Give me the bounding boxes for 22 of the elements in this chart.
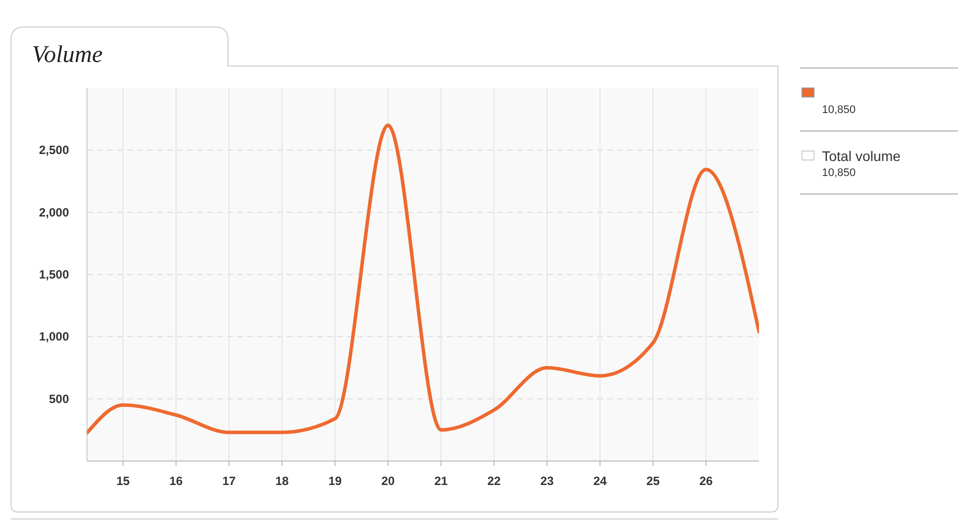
x-tick-label: 24 [593, 474, 608, 488]
y-tick-label: 1,000 [38, 330, 70, 344]
x-tick-label: 22 [487, 474, 502, 488]
chart-title: Volume [32, 42, 103, 68]
x-tick-label: 21 [434, 474, 448, 488]
line-series [87, 124, 759, 435]
x-tick-label: 15 [116, 474, 130, 488]
text: Total volume [822, 148, 901, 164]
y-tick-label: 2,000 [38, 205, 70, 220]
x-tick-label: 20 [381, 474, 396, 488]
x-tick-label: 17 [222, 474, 236, 488]
y-tick-label: 500 [48, 392, 70, 406]
x-tick-label: 16 [169, 474, 184, 488]
y-tick-label: 2,500 [38, 143, 70, 158]
y-tick-label: 1,500 [38, 268, 70, 282]
text: 10,850 [822, 167, 856, 179]
text: 10,850 [822, 104, 856, 116]
x-tick-label: 23 [540, 474, 554, 488]
x-tick-label: 26 [699, 474, 713, 488]
x-tick-label: 25 [646, 474, 660, 488]
x-tick-label: 18 [275, 474, 290, 488]
x-tick-label: 19 [328, 474, 342, 488]
